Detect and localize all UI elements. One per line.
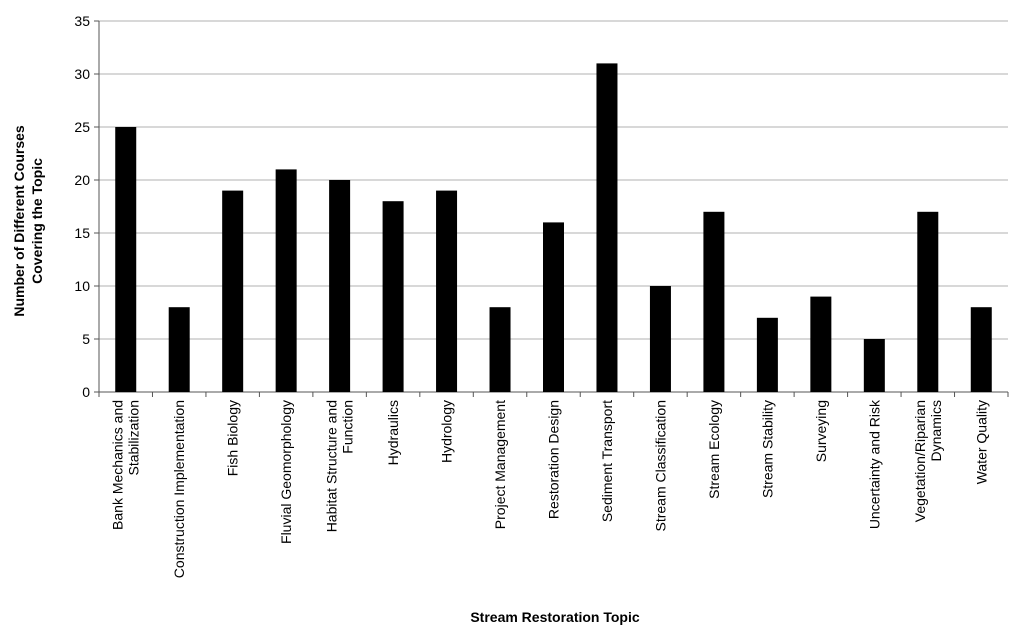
x-category-label: Fish Biology — [225, 400, 241, 476]
bar — [756, 317, 778, 392]
x-category-label: Stream Stability — [759, 400, 775, 498]
bar — [703, 211, 725, 392]
y-tick-label: 10 — [74, 278, 90, 294]
y-tick-label: 35 — [74, 13, 90, 29]
bar — [168, 307, 190, 392]
y-tick-label: 0 — [82, 384, 90, 400]
x-category-label: Bank Mechanics and — [110, 400, 126, 530]
bar — [649, 286, 671, 392]
bar — [436, 190, 458, 392]
y-tick-label: 5 — [82, 331, 90, 347]
x-category-label: Dynamics — [928, 400, 944, 461]
bar — [115, 127, 137, 392]
x-category-label: Vegetation/Riparian — [912, 400, 928, 522]
x-category-label: Project Management — [492, 400, 508, 529]
x-category-label: Construction Implementation — [171, 400, 187, 578]
x-category-label: Hydrology — [439, 400, 455, 463]
x-axis-title: Stream Restoration Topic — [470, 609, 640, 625]
x-category-label: Restoration Design — [546, 400, 562, 519]
y-axis-title-line-1: Number of Different Courses — [11, 125, 27, 317]
x-category-label: Hydraulics — [385, 400, 401, 465]
x-category-label: Stream Ecology — [706, 400, 722, 499]
bar — [275, 169, 297, 392]
bar — [917, 211, 939, 392]
bar — [863, 339, 885, 392]
bar — [596, 63, 618, 393]
x-category-label: Stabilization — [126, 400, 142, 476]
x-category-label: Uncertainty and Risk — [866, 399, 882, 529]
x-category-labels: Bank Mechanics and Stabilization Construct… — [110, 399, 990, 578]
x-category-label: Function — [340, 400, 356, 454]
bar — [222, 190, 244, 392]
bar — [329, 180, 351, 392]
bar — [810, 296, 832, 392]
x-category-label: Sediment Transport — [599, 400, 615, 522]
x-category-label: Surveying — [813, 400, 829, 462]
bar — [543, 222, 564, 392]
y-tick-labels: 0 5 10 15 20 25 30 35 — [74, 13, 90, 400]
y-tick-label: 30 — [74, 66, 90, 82]
x-category-label: Water Quality — [973, 400, 989, 484]
y-tick-label: 20 — [74, 172, 90, 188]
y-axis-title-line-2: Covering the Topic — [29, 158, 45, 284]
x-category-label: Stream Classification — [652, 400, 668, 532]
bars — [115, 63, 992, 393]
x-category-label: Fluvial Geomorphology — [278, 400, 294, 544]
y-tick-label: 15 — [74, 225, 90, 241]
bar — [382, 201, 404, 392]
bar — [489, 307, 511, 392]
bar — [970, 307, 992, 392]
y-tick-label: 25 — [74, 119, 90, 135]
x-category-label: Habitat Structure and — [324, 400, 340, 532]
